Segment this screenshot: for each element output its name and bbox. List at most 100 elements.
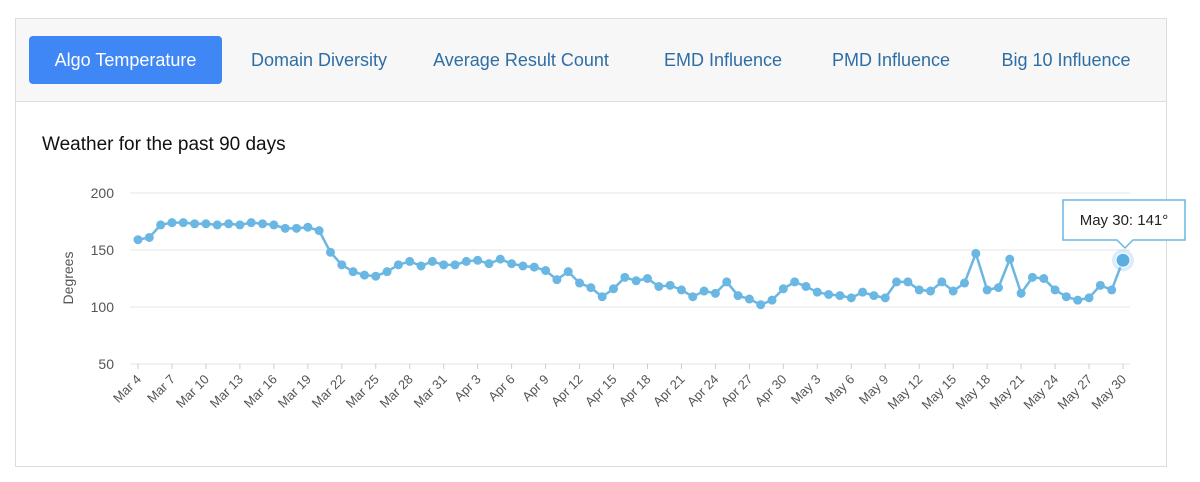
- x-tick-label: Mar 4: [110, 372, 144, 406]
- tooltip-text: May 30: 141°: [1080, 212, 1169, 229]
- point: [778, 284, 788, 294]
- point: [620, 272, 630, 282]
- point: [609, 284, 619, 294]
- point: [552, 275, 562, 285]
- tooltip-box: [1062, 199, 1186, 250]
- point: [812, 287, 822, 297]
- point: [269, 220, 279, 230]
- point: [190, 219, 200, 229]
- x-tick-label: May 18: [953, 372, 994, 413]
- x-tick-label: Mar 10: [173, 372, 212, 411]
- point: [563, 267, 573, 277]
- point: [450, 260, 460, 270]
- point: [642, 274, 652, 283]
- point: [144, 232, 154, 242]
- point: [416, 261, 426, 271]
- x-tick-label: Apr 3: [451, 372, 484, 405]
- point: [393, 260, 403, 270]
- point: [382, 267, 392, 277]
- point: [824, 289, 834, 299]
- point: [201, 219, 211, 229]
- x-tick-label: Apr 30: [752, 372, 790, 410]
- point: [959, 278, 969, 288]
- y-tick-label: 200: [91, 185, 115, 201]
- point: [439, 260, 449, 270]
- point: [461, 256, 471, 266]
- point: [473, 255, 483, 265]
- point: [529, 262, 539, 272]
- x-tick-label: Apr 9: [519, 372, 552, 405]
- point: [1107, 285, 1117, 295]
- point: [280, 223, 290, 233]
- tab[interactable]: Domain Diversity: [250, 50, 388, 70]
- point: [1084, 293, 1094, 303]
- point: [212, 220, 222, 230]
- tab[interactable]: Average Result Count: [433, 50, 609, 70]
- line: [137, 221, 1125, 307]
- point: [835, 291, 845, 301]
- x-tick-label: Apr 27: [718, 372, 756, 410]
- point: [790, 277, 800, 287]
- point: [688, 292, 698, 302]
- point: [880, 293, 890, 303]
- point: [744, 294, 754, 304]
- point: [665, 280, 675, 290]
- y-tick-label: 50: [98, 356, 114, 372]
- point: [337, 260, 347, 270]
- point: [926, 286, 936, 296]
- point: [1027, 272, 1037, 282]
- x-tick-label: May 15: [919, 372, 960, 413]
- tab[interactable]: EMD Influence: [663, 50, 783, 70]
- point: [846, 293, 856, 303]
- x-tick-label: May 24: [1020, 372, 1061, 413]
- point: [892, 277, 902, 287]
- x-tick-label: Mar 22: [309, 372, 348, 411]
- point: [167, 218, 177, 228]
- point: [801, 281, 811, 291]
- x-tick-label: Mar 19: [275, 372, 314, 411]
- point: [156, 220, 166, 230]
- point: [733, 291, 743, 301]
- point: [993, 283, 1003, 293]
- point: [133, 235, 143, 245]
- point: [405, 256, 415, 266]
- point: [484, 259, 494, 269]
- point: [235, 220, 245, 230]
- point: [224, 219, 234, 229]
- point: [858, 287, 868, 297]
- point: [314, 226, 324, 236]
- x-tick-label: Mar 25: [343, 372, 382, 411]
- x-tick-label: May 6: [822, 372, 858, 408]
- point: [1050, 285, 1060, 295]
- tab-bar: Algo Temperature Domain Diversity Averag…: [16, 19, 1166, 102]
- point: [427, 256, 437, 266]
- tab[interactable]: PMD Influence: [831, 50, 951, 70]
- x-tick-label: May 3: [788, 372, 824, 408]
- point: [325, 247, 335, 257]
- card: Algo Temperature Domain Diversity Averag…: [15, 18, 1167, 467]
- point: [495, 254, 505, 264]
- tab[interactable]: Big 10 Influence: [1001, 50, 1131, 70]
- point: [654, 281, 664, 291]
- point: [371, 271, 381, 281]
- point: [756, 300, 766, 310]
- tab[interactable]: Algo Temperature: [29, 36, 222, 84]
- x-tick-label: Mar 31: [411, 372, 450, 411]
- point: [982, 285, 992, 295]
- point: [303, 222, 313, 232]
- point: [937, 277, 947, 287]
- point: [292, 223, 302, 233]
- point: [575, 278, 585, 288]
- point: [1115, 252, 1131, 268]
- point: [1005, 254, 1015, 264]
- point: [971, 248, 981, 258]
- point: [258, 219, 268, 229]
- chart-title: Weather for the past 90 days: [42, 134, 286, 155]
- point: [699, 286, 709, 296]
- point: [597, 292, 607, 302]
- point: [1073, 295, 1083, 305]
- point: [178, 218, 188, 228]
- point: [722, 277, 732, 287]
